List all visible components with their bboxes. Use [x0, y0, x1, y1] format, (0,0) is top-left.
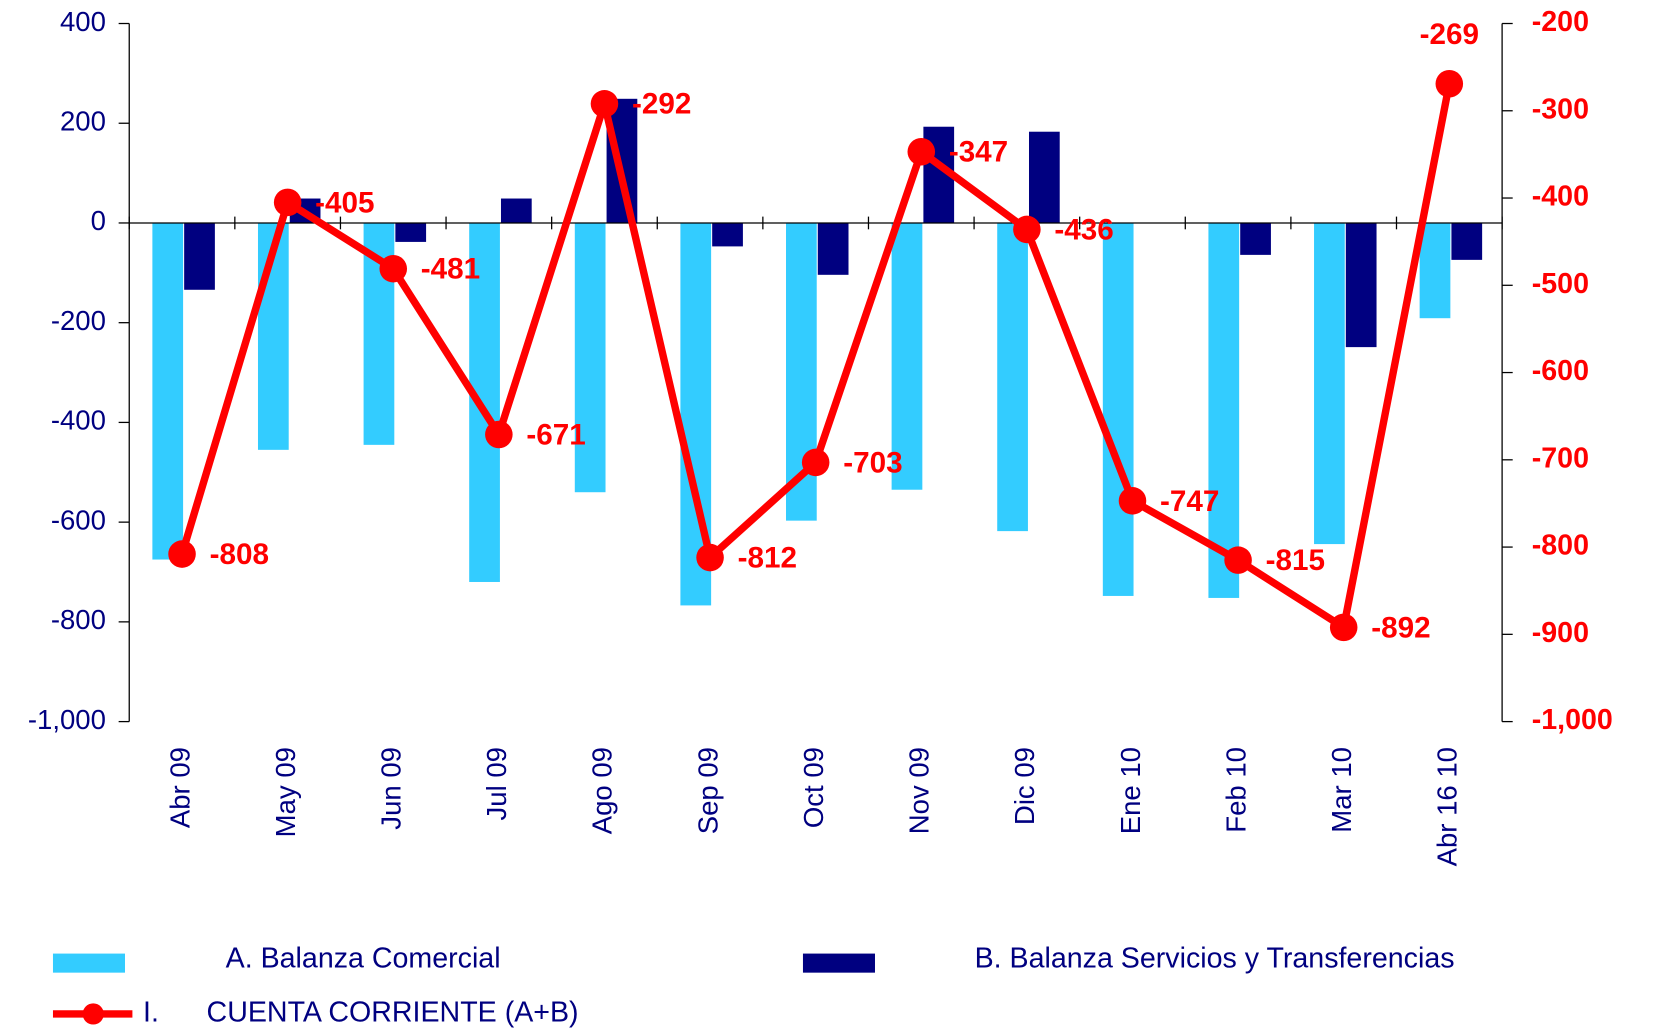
y2-tick-label: -200	[1532, 6, 1589, 38]
data-label: -747	[1160, 485, 1219, 518]
data-label: -812	[738, 541, 797, 574]
x-tick-label: Feb 10	[1220, 747, 1251, 833]
y-tick-label: 400	[60, 6, 106, 37]
y2-tick-label: -600	[1532, 355, 1589, 387]
x-tick-label: May 09	[270, 747, 301, 837]
x-tick-label: Jul 09	[481, 747, 512, 820]
y2-tick-label: -400	[1532, 181, 1589, 213]
y-tick-label: -600	[51, 504, 106, 535]
line-marker	[590, 90, 619, 118]
bar	[500, 198, 532, 223]
line-marker	[1224, 546, 1252, 574]
bar	[1451, 222, 1483, 260]
y2-tick-label: -300	[1532, 93, 1589, 125]
data-label: -436	[1054, 213, 1113, 246]
line-marker	[485, 420, 513, 449]
data-label: -292	[632, 88, 691, 121]
x-tick-label: Ago 09	[587, 747, 618, 834]
line-marker	[168, 540, 196, 568]
x-tick-label: Jun 09	[376, 747, 407, 830]
bar	[891, 222, 923, 490]
data-label: -481	[421, 253, 480, 286]
legend-swatch	[82, 1003, 104, 1025]
line-marker	[379, 254, 408, 283]
legend-label: I. CUENTA CORRIENTE (A+B)	[143, 997, 579, 1029]
bar	[574, 222, 606, 493]
y-tick-label: -1,000	[28, 704, 106, 735]
bar	[1345, 222, 1377, 348]
y2-tick-label: -900	[1532, 617, 1589, 649]
line-marker	[907, 138, 936, 166]
y2-tick-label: -500	[1532, 268, 1589, 300]
x-tick-label: Mar 10	[1326, 747, 1357, 833]
x-tick-label: Nov 09	[904, 747, 935, 834]
legend-swatch	[802, 953, 875, 973]
bar	[184, 222, 215, 290]
line-marker	[273, 188, 302, 217]
bar	[1028, 131, 1060, 223]
data-label: -892	[1371, 611, 1430, 644]
data-label: -347	[949, 136, 1008, 169]
x-tick-label: Sep 09	[692, 747, 723, 834]
x-tick-label: Ene 10	[1115, 747, 1146, 834]
data-label: -808	[210, 538, 269, 571]
bar	[1240, 222, 1271, 255]
line-marker	[1329, 613, 1358, 642]
bar	[1208, 222, 1240, 598]
data-label: -703	[843, 446, 902, 479]
data-label: -815	[1266, 544, 1325, 577]
line-marker	[801, 448, 830, 477]
bar	[817, 222, 849, 275]
line-marker	[696, 543, 724, 572]
data-label: -671	[526, 418, 585, 451]
data-label: -405	[315, 186, 374, 219]
bar	[997, 222, 1028, 532]
line-marker	[1435, 69, 1464, 98]
y-tick-label: -800	[51, 604, 106, 635]
bar	[1419, 222, 1451, 319]
bar	[1314, 222, 1345, 545]
legend-label: A. Balanza Comercial	[226, 943, 501, 975]
bar	[1102, 222, 1134, 596]
y-tick-label: 200	[60, 106, 106, 137]
x-tick-label: Abr 16 10	[1432, 747, 1463, 866]
legend-label: B. Balanza Servicios y Transferencias	[975, 943, 1455, 975]
y2-tick-label: -1,000	[1532, 704, 1613, 736]
bar	[712, 222, 743, 247]
line-marker	[1118, 487, 1147, 515]
y2-tick-label: -800	[1532, 530, 1589, 562]
bar	[152, 222, 184, 560]
y-tick-label: 0	[91, 205, 106, 236]
legend-swatch	[52, 953, 125, 973]
line-marker	[1013, 215, 1041, 244]
data-label: -269	[1420, 18, 1479, 51]
bar	[395, 222, 427, 242]
x-tick-label: Dic 09	[1009, 747, 1040, 825]
y-tick-label: -200	[51, 305, 106, 336]
y2-tick-label: -700	[1532, 442, 1589, 474]
x-tick-label: Oct 09	[798, 747, 829, 828]
x-tick-label: Abr 09	[164, 747, 195, 828]
y-tick-label: -400	[51, 405, 106, 436]
